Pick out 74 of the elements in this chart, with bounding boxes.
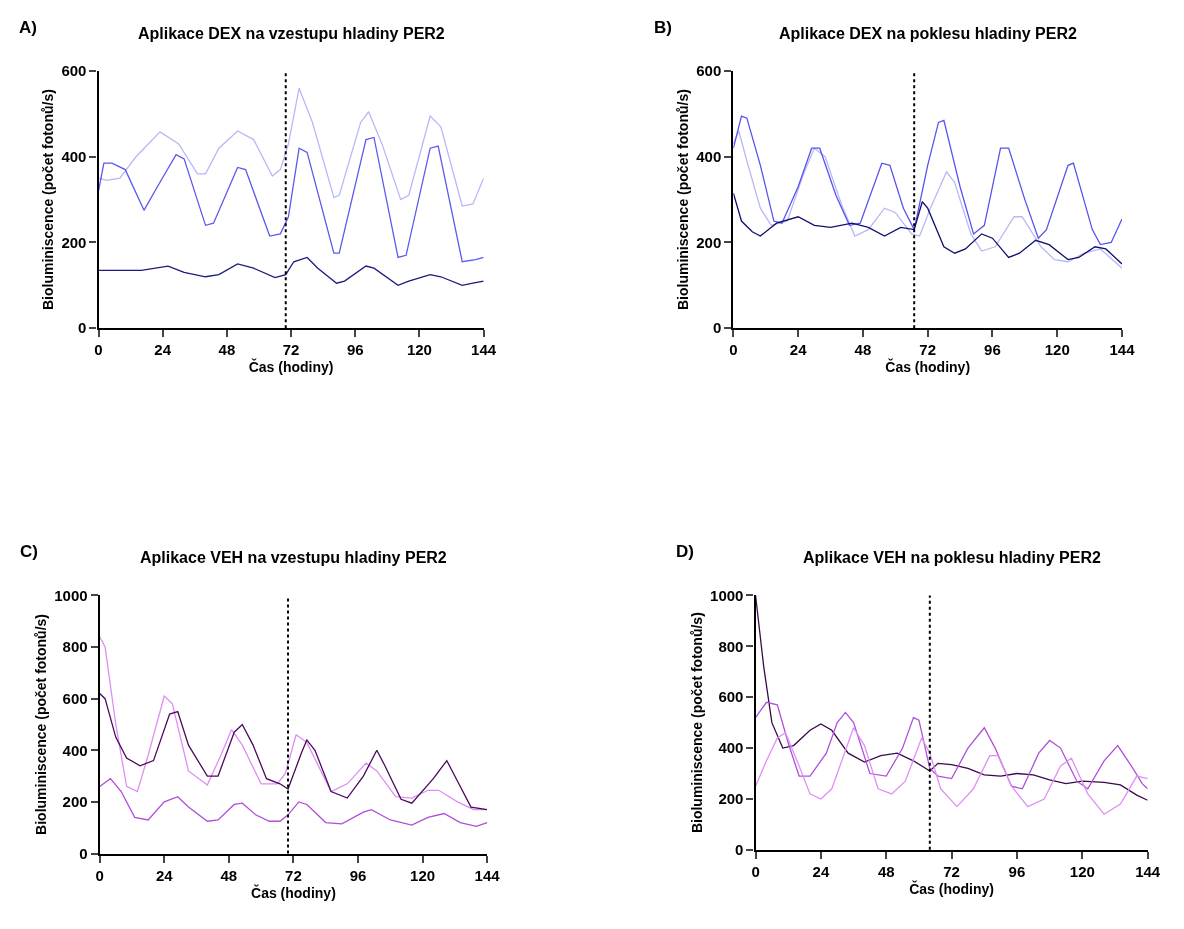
y-tick-label: 0 — [78, 319, 87, 337]
y-tick-label: 600 — [62, 689, 88, 707]
x-axis-title: Čas (hodiny) — [885, 358, 971, 376]
line-series — [733, 115, 1122, 246]
x-tick-label: 72 — [282, 341, 300, 359]
y-tick-label: 1000 — [54, 586, 88, 604]
y-tick-label: 800 — [718, 637, 744, 655]
text: C) — [20, 542, 38, 561]
y-tick-label: 600 — [61, 62, 87, 80]
y-axis-title: Bioluminiscence (počet fotonů/s) — [40, 89, 57, 311]
line-series — [733, 192, 1122, 265]
y-tick-label: 0 — [735, 841, 744, 859]
x-tick-label: 0 — [751, 862, 760, 880]
x-tick-label: 96 — [984, 341, 1001, 359]
y-tick-label: 200 — [61, 233, 87, 251]
x-tick-label: 144 — [471, 341, 497, 359]
x-tick-label: 24 — [154, 341, 172, 359]
line-series — [98, 256, 484, 286]
x-tick-label: 48 — [218, 341, 236, 359]
y-axis-title: Bioluminiscence (počet fotonů/s) — [675, 89, 692, 311]
x-axis-title: Čas (hodiny) — [248, 358, 334, 376]
line-series — [755, 727, 1148, 815]
y-tick-label: 400 — [696, 148, 722, 165]
y-tick-label: 200 — [718, 790, 744, 808]
chart-title: Aplikace DEX na vzestupu hladiny PER2 — [138, 25, 445, 42]
y-tick-label: 200 — [696, 233, 722, 251]
x-tick-label: 0 — [94, 341, 103, 359]
line-series — [98, 136, 484, 263]
x-tick-label: 72 — [285, 866, 302, 884]
x-tick-label: 96 — [349, 866, 367, 884]
x-tick-label: 120 — [406, 341, 432, 359]
x-tick-label: 144 — [1109, 341, 1136, 359]
y-tick-label: 600 — [696, 62, 722, 80]
y-tick-label: 400 — [718, 739, 744, 757]
y-tick-label: 400 — [61, 148, 87, 165]
y-tick-label: 400 — [62, 741, 88, 759]
x-axis-title: Čas (hodiny) — [909, 879, 994, 897]
chart-title: Aplikace VEH na vzestupu hladiny PER2 — [140, 549, 447, 566]
line-series — [755, 701, 1148, 790]
line-series — [99, 778, 488, 828]
x-tick-label: 24 — [812, 862, 830, 880]
x-tick-label: 24 — [789, 341, 808, 359]
y-tick-label: 0 — [712, 319, 722, 337]
line-series — [733, 130, 1122, 269]
x-tick-label: 120 — [1044, 341, 1070, 359]
y-tick-label: 600 — [718, 688, 744, 706]
chart-title: Aplikace DEX na poklesu hladiny PER2 — [779, 25, 1077, 42]
x-tick-label: 48 — [877, 862, 895, 880]
x-tick-label: 72 — [943, 862, 960, 880]
text: D) — [676, 542, 694, 561]
text: A) — [19, 18, 37, 37]
x-tick-label: 96 — [1008, 862, 1026, 880]
x-tick-label: 96 — [346, 341, 364, 359]
line-series — [99, 692, 488, 811]
x-tick-label: 72 — [919, 341, 937, 359]
y-tick-label: 800 — [62, 638, 88, 656]
x-axis-title: Čas (hodiny) — [251, 883, 336, 901]
y-axis-title: Bioluminiscence (počet fotonů/s) — [33, 614, 50, 835]
line-series — [755, 595, 1148, 801]
x-tick-label: 48 — [220, 866, 238, 884]
x-tick-label: 120 — [1069, 862, 1095, 880]
x-tick-label: 144 — [474, 866, 501, 884]
y-tick-label: 200 — [62, 793, 88, 811]
y-tick-label: 0 — [79, 844, 88, 862]
x-tick-label: 48 — [854, 341, 872, 359]
text: B) — [654, 18, 672, 37]
y-axis-title: Bioluminiscence (počet fotonů/s) — [689, 612, 706, 834]
chart-title: Aplikace VEH na poklesu hladiny PER2 — [803, 549, 1101, 566]
x-tick-label: 144 — [1135, 862, 1161, 880]
y-tick-label: 1000 — [710, 586, 744, 604]
x-tick-label: 0 — [95, 866, 104, 884]
line-series — [98, 87, 484, 207]
x-tick-label: 120 — [410, 866, 436, 884]
x-tick-label: 24 — [155, 866, 174, 884]
